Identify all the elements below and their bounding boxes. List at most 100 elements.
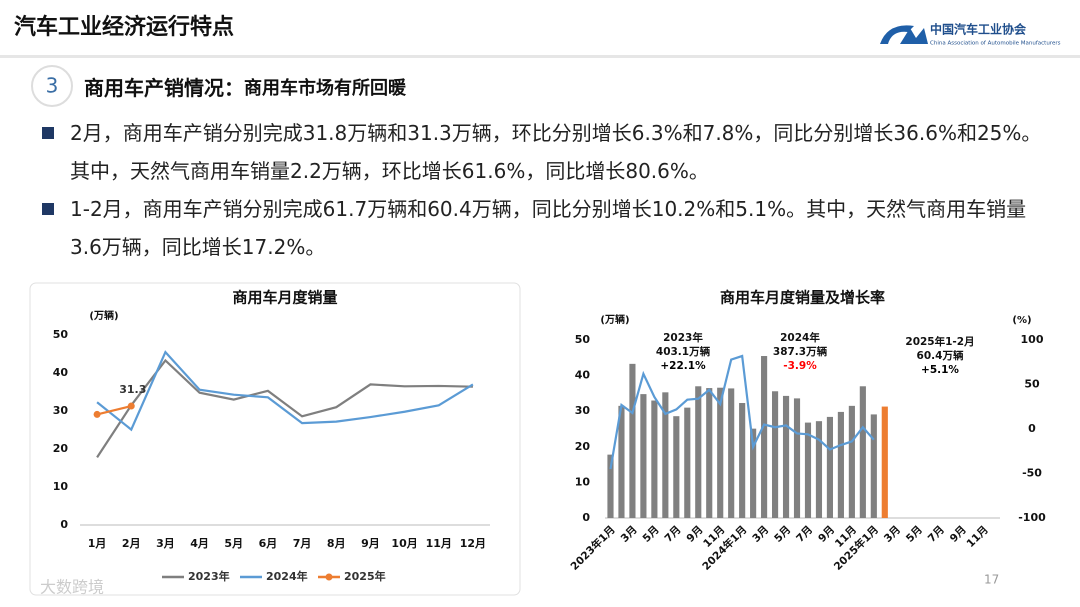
x-tick-label: 8月 (327, 537, 346, 550)
series-line (96, 358, 473, 458)
y-tick-label: 20 (53, 442, 69, 455)
watermark: 大数跨境 (40, 578, 104, 597)
bar (728, 388, 735, 518)
header-rule (0, 55, 1080, 58)
annotation-year: 2024年 (780, 331, 820, 344)
bar (870, 414, 877, 518)
bar (607, 454, 614, 518)
bar (881, 406, 888, 518)
y-tick-label: 30 (53, 404, 69, 417)
bar (618, 405, 625, 518)
annotation-growth: +5.1% (921, 364, 959, 376)
x-tick-label: 11月 (965, 524, 991, 550)
logo-name: 中国汽车工业协会 (930, 22, 1027, 37)
point (127, 402, 135, 410)
y-tick-label: 40 (53, 366, 69, 379)
annotation-total: 403.1万辆 (656, 345, 711, 358)
bar (662, 392, 669, 518)
x-tick-label: 2023年1月 (568, 523, 618, 573)
x-tick-label: 3月 (619, 524, 640, 545)
series-line (96, 404, 132, 416)
y-tick-label: 50 (53, 328, 69, 341)
annotation-growth: -3.9% (783, 360, 817, 372)
x-tick-label: 5月 (904, 524, 925, 545)
section-number: 3 (46, 74, 59, 98)
legend-label: 2025年 (344, 569, 386, 583)
x-tick-label: 5月 (772, 524, 793, 545)
bar (826, 416, 834, 518)
bar (629, 363, 636, 518)
y-tick-label: 20 (575, 440, 591, 453)
annotation-total: 60.4万辆 (917, 349, 964, 362)
section-title: 商用车产销情况：商用车市场有所回暖 (84, 76, 407, 100)
bar (640, 394, 647, 518)
bar (815, 421, 823, 518)
legend-marker (325, 573, 333, 581)
y-tick-label: 50 (575, 333, 591, 346)
y-axis-label: (万辆) (600, 313, 629, 326)
series-line (609, 354, 875, 470)
bullet: 2月，商用车产销分别完成31.8万辆和31.3万辆，环比分别增长6.3%和7.8… (40, 114, 1050, 190)
y-tick-label: 0 (60, 518, 68, 531)
y2-axis-label: (%) (1012, 315, 1031, 326)
bullet: 1-2月，商用车产销分别完成61.7万辆和60.4万辆，同比分别增长10.2%和… (40, 190, 1050, 266)
x-tick-label: 7月 (662, 524, 683, 545)
logo-mark (880, 25, 928, 44)
legend-label: 2023年 (188, 569, 230, 583)
chart-title: 商用车月度销量及增长率 (720, 289, 885, 307)
y-tick-label: 10 (575, 475, 591, 488)
section-title-main: 商用车产销情况： (84, 76, 244, 100)
bar (859, 386, 866, 518)
y-tick-label: 0 (582, 511, 590, 524)
data-label: 31.3 (119, 383, 146, 396)
y2-tick-label: -50 (1022, 467, 1042, 480)
series-line (96, 350, 474, 432)
annotation-year: 2023年 (663, 331, 703, 344)
logo-english: China Association of Automobile Manufact… (930, 41, 1061, 47)
x-tick-label: 12月 (460, 537, 486, 550)
bar (793, 398, 801, 518)
y-tick-label: 40 (575, 369, 591, 382)
bar (782, 395, 790, 518)
bar (684, 407, 691, 518)
y-tick-label: 30 (575, 404, 591, 417)
x-tick-label: 4月 (190, 537, 209, 550)
x-tick-label: 7月 (926, 524, 947, 545)
bar (673, 416, 680, 518)
y2-tick-label: 100 (1021, 333, 1044, 346)
bullet-list: 2月，商用车产销分别完成31.8万辆和31.3万辆，环比分别增长6.3%和7.8… (40, 114, 1050, 266)
bar (804, 422, 812, 518)
point (93, 410, 101, 418)
bar (739, 403, 746, 518)
y2-tick-label: -100 (1018, 511, 1046, 524)
section-subtitle: 商用车市场有所回暖 (244, 77, 407, 99)
y-axis-label: (万辆) (89, 309, 118, 322)
x-tick-label: 10月 (391, 537, 417, 550)
x-tick-label: 6月 (259, 537, 278, 550)
bar (651, 400, 658, 518)
annotation-growth: +22.1% (660, 360, 706, 372)
bar (750, 428, 757, 518)
x-tick-label: 3月 (750, 524, 771, 545)
annotation-total: 387.3万辆 (773, 345, 828, 358)
x-tick-label: 11月 (426, 537, 452, 550)
x-tick-label: 2月 (122, 537, 141, 550)
x-tick-label: 3月 (156, 537, 175, 550)
bar (706, 388, 713, 518)
chart-title: 商用车月度销量 (232, 289, 337, 307)
y-tick-label: 10 (53, 480, 69, 493)
x-tick-label: 9月 (361, 537, 380, 550)
x-tick-label: 7月 (293, 537, 312, 550)
y2-tick-label: 50 (1024, 378, 1040, 391)
bar (837, 411, 844, 518)
section-badge (31, 65, 73, 107)
x-tick-label: 1月 (88, 537, 107, 550)
x-tick-label: 7月 (794, 524, 815, 545)
legend-label: 2024年 (266, 569, 308, 583)
page-number: 17 (984, 573, 999, 587)
chart-frame (29, 282, 521, 596)
x-tick-label: 3月 (882, 524, 903, 545)
bar (848, 405, 855, 518)
bar (717, 387, 724, 518)
